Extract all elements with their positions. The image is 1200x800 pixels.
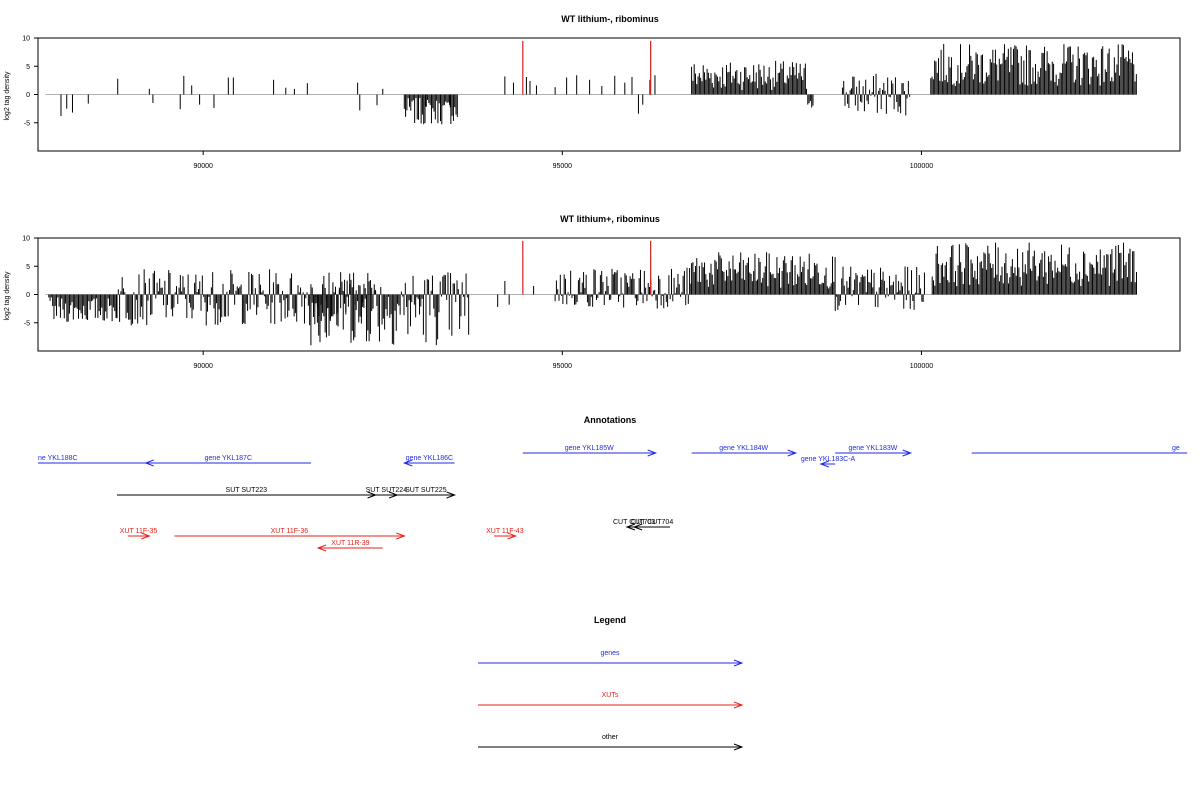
arrow-head-icon — [141, 532, 151, 540]
feature-xut: XUT 11F-36 — [174, 528, 406, 540]
legend-label: other — [602, 734, 619, 741]
feature-label: SUT SUT223 — [226, 487, 268, 494]
arrow-head-icon — [625, 523, 636, 531]
arrow-head-icon — [733, 743, 744, 751]
y-tick-label: -5 — [24, 320, 30, 327]
axes: -5 0 5 10 90000 95000 100000 — [22, 36, 933, 171]
feature-label: CUT CUT704 — [631, 519, 673, 526]
feature-xut: XUT 11F-43 — [486, 528, 524, 540]
legend-panel: Legend genes XUTs other — [478, 615, 744, 751]
arrow-head-icon — [902, 449, 913, 457]
y-tick-label: 0 — [26, 92, 30, 99]
arrow-head-icon — [647, 449, 658, 457]
feature-gene: ne YKL188C — [38, 455, 150, 464]
feature-other: SUT SUT225 — [397, 487, 457, 499]
x-tick-label: 90000 — [193, 163, 213, 170]
legend-entry-other: other — [478, 734, 744, 751]
track-panel-lithium-minus: WT lithium-, ribominus log2 tag density … — [4, 14, 1181, 171]
arrow-head-icon — [733, 701, 744, 709]
feature-gene: ge — [971, 445, 1188, 454]
feature-label: ge — [1172, 445, 1180, 452]
arrow-head-icon — [507, 532, 518, 540]
chart-title: WT lithium-, ribominus — [561, 14, 659, 24]
feature-label: SUT SUT225 — [405, 487, 447, 494]
y-tick-label: 10 — [22, 236, 30, 243]
y-axis-label: log2 tag density — [4, 71, 11, 121]
feature-gene: gene YKL183C-A — [801, 456, 856, 468]
legend-label: XUTs — [602, 692, 619, 699]
feature-gene: gene YKL186C — [402, 455, 455, 467]
arrow-head-icon — [819, 460, 830, 468]
feature-label: XUT 11F-35 — [120, 528, 158, 535]
feature-label: XUT 11F-36 — [271, 528, 309, 535]
legend-entries: genes XUTs other — [478, 650, 744, 751]
legend-entry-gene: genes — [478, 650, 744, 667]
arrow-head-icon — [733, 659, 744, 667]
feature-label: XUT 11F-43 — [486, 528, 524, 535]
bar-series — [45, 240, 1137, 346]
feature-tracks: ne YKL188C gene YKL187C gene YKL186C gene Y… — [38, 445, 1188, 552]
arrow-head-icon — [446, 491, 457, 499]
feature-label: gene YKL185W — [565, 445, 614, 452]
feature-label: gene YKL186C — [406, 455, 453, 462]
arrow-head-icon — [316, 544, 327, 552]
arrow-head-icon — [402, 459, 413, 467]
x-tick-label: 100000 — [910, 363, 933, 370]
y-tick-label: 0 — [26, 292, 30, 299]
feature-label: XUT 11R-39 — [331, 540, 369, 547]
x-tick-label: 90000 — [193, 363, 213, 370]
arrow-head-icon — [396, 532, 406, 540]
legend-label: genes — [600, 650, 620, 657]
annotations-panel: Annotations ne YKL188C gene YKL187C gene Y… — [38, 415, 1188, 552]
arrow-head-icon — [632, 523, 643, 531]
feature-gene: gene YKL185W — [522, 445, 658, 457]
arrow-head-icon — [787, 449, 798, 457]
axes: -5 0 5 10 90000 95000 100000 — [22, 236, 933, 371]
feature-label: SUT SUT224 — [366, 487, 408, 494]
x-tick-label: 95000 — [553, 163, 573, 170]
legend-title: Legend — [594, 615, 626, 625]
feature-gene: gene YKL184W — [691, 445, 798, 457]
y-axis-label: log2 tag density — [4, 271, 11, 321]
feature-label: gene YKL184W — [719, 445, 768, 452]
chart-title: WT lithium+, ribominus — [560, 214, 660, 224]
track-panel-lithium-plus: WT lithium+, ribominus log2 tag density … — [4, 214, 1181, 371]
feature-label: CUT CUT703 — [613, 519, 655, 526]
y-tick-label: 5 — [26, 64, 30, 71]
feature-gene: gene YKL187C — [144, 455, 311, 467]
feature-xut: XUT 11R-39 — [316, 540, 383, 552]
legend-entry-xut: XUTs — [478, 692, 744, 709]
bar-series — [45, 40, 1137, 125]
y-tick-label: 10 — [22, 36, 30, 43]
x-tick-label: 95000 — [553, 363, 573, 370]
feature-other: CUT CUT704 — [631, 519, 673, 531]
feature-gene: gene YKL183W — [835, 445, 913, 457]
feature-label: ne YKL188C — [38, 455, 78, 462]
feature-label: gene YKL183C-A — [801, 456, 856, 463]
annotations-title: Annotations — [584, 415, 637, 425]
feature-other: SUT SUT223 — [117, 487, 377, 499]
y-tick-label: -5 — [24, 120, 30, 127]
x-tick-label: 100000 — [910, 163, 933, 170]
arrow-head-icon — [144, 459, 154, 467]
feature-label: gene YKL187C — [205, 455, 252, 462]
y-tick-label: 5 — [26, 264, 30, 271]
feature-label: gene YKL183W — [848, 445, 897, 452]
feature-xut: XUT 11F-35 — [120, 528, 158, 540]
